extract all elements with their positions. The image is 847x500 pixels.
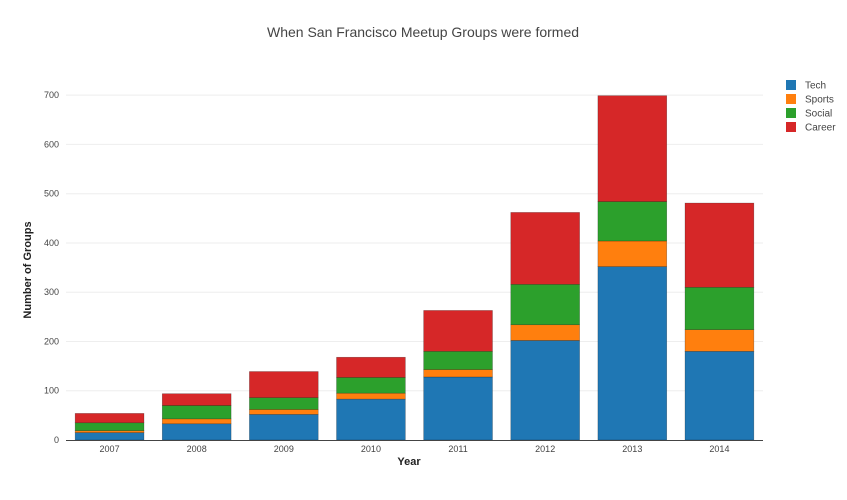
- bar-sports-2013[interactable]: [597, 240, 668, 267]
- bar-social-2012[interactable]: [510, 284, 580, 326]
- legend-label-sports[interactable]: Sports: [805, 95, 834, 106]
- bar-sports-2009[interactable]: [249, 409, 319, 415]
- y-tick-label: 700: [44, 90, 59, 100]
- bar-career-2014[interactable]: [684, 202, 755, 288]
- y-tick-label: 400: [44, 238, 59, 248]
- y-tick-label: 500: [44, 189, 59, 199]
- y-tick-label: 200: [44, 336, 59, 346]
- x-tick-label: 2014: [709, 444, 729, 454]
- legend-swatch-tech[interactable]: [786, 80, 796, 90]
- x-tick-label: 2011: [448, 444, 467, 454]
- bar-tech-2009[interactable]: [249, 414, 319, 441]
- bar-career-2008[interactable]: [161, 393, 232, 406]
- y-tick-label: 0: [54, 435, 59, 445]
- chart-title: When San Francisco Meetup Groups were fo…: [267, 24, 579, 40]
- x-tick-label: 2013: [622, 444, 642, 454]
- x-tick-labels: 2007 2008 2009 2010 2011 2012 2013 2014: [100, 444, 730, 454]
- bar-sports-2014[interactable]: [684, 329, 755, 352]
- gridlines: [66, 94, 763, 392]
- bar-sports-2010[interactable]: [336, 392, 406, 400]
- bar-tech-2008[interactable]: [161, 423, 232, 441]
- bar-tech-2011[interactable]: [423, 376, 493, 441]
- bar-tech-2012[interactable]: [510, 340, 580, 441]
- legend-swatch-social[interactable]: [786, 108, 796, 118]
- x-tick-label: 2012: [535, 444, 555, 454]
- bar-social-2013[interactable]: [597, 201, 668, 242]
- bars: [74, 95, 755, 441]
- bar-tech-2010[interactable]: [336, 398, 406, 441]
- bar-tech-2014[interactable]: [684, 351, 755, 441]
- bar-sports-2012[interactable]: [510, 324, 580, 341]
- y-tick-label: 600: [44, 139, 59, 149]
- legend-label-tech[interactable]: Tech: [805, 81, 826, 92]
- y-tick-label: 100: [44, 386, 59, 396]
- bar-career-2010[interactable]: [336, 356, 406, 378]
- y-tick-labels: 0 100 200 300 400 500 600 700: [44, 90, 59, 445]
- legend-swatch-sports[interactable]: [786, 94, 796, 104]
- x-tick-label: 2008: [187, 444, 207, 454]
- x-tick-label: 2007: [100, 444, 120, 454]
- x-axis-title: Year: [397, 456, 421, 468]
- y-tick-label: 300: [44, 287, 59, 297]
- bar-tech-2013[interactable]: [597, 266, 668, 441]
- bar-social-2009[interactable]: [249, 397, 319, 410]
- legend-label-career[interactable]: Career: [805, 123, 836, 134]
- x-tick-label: 2009: [274, 444, 294, 454]
- x-tick-label: 2010: [361, 444, 381, 454]
- bar-sports-2011[interactable]: [423, 369, 493, 378]
- legend: Tech Sports Social Career: [786, 80, 836, 134]
- bar-career-2013[interactable]: [597, 95, 668, 202]
- legend-label-social[interactable]: Social: [805, 109, 832, 120]
- bar-social-2014[interactable]: [684, 286, 755, 330]
- y-axis-title: Number of Groups: [22, 221, 34, 318]
- bar-career-2012[interactable]: [510, 212, 580, 285]
- bar-sports-2008[interactable]: [161, 418, 232, 425]
- bar-tech-2007[interactable]: [74, 432, 145, 441]
- legend-swatch-career[interactable]: [786, 122, 796, 132]
- bar-career-2007[interactable]: [74, 413, 145, 424]
- bar-social-2008[interactable]: [161, 405, 232, 420]
- bar-social-2007[interactable]: [74, 422, 145, 431]
- bar-social-2010[interactable]: [336, 377, 406, 394]
- bar-career-2011[interactable]: [423, 310, 493, 352]
- bar-career-2009[interactable]: [249, 371, 319, 398]
- bar-social-2011[interactable]: [423, 351, 493, 370]
